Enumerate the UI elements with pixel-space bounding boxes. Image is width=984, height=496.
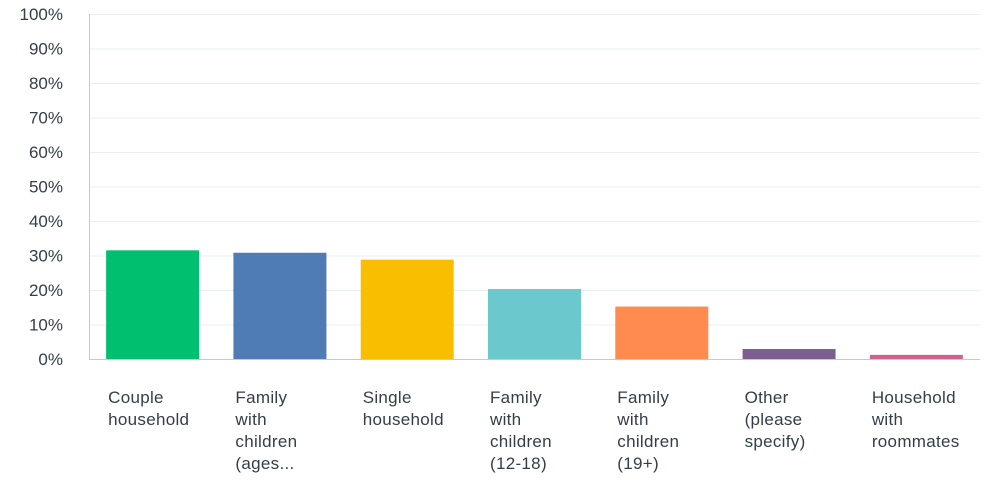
x-category-label-line: children	[490, 432, 552, 451]
x-category-label: Family with children (19+)	[616, 388, 679, 473]
x-category-label-line: Family	[490, 388, 542, 407]
bar[interactable]	[106, 250, 200, 359]
y-axis-tick-labels: 0% 10% 20% 30% 40% 50% 60% 70% 80% 90% 100%	[20, 5, 63, 369]
y-tick-label: 20%	[29, 281, 63, 300]
x-category-label-line: specify)	[745, 432, 806, 451]
bar[interactable]	[360, 259, 454, 359]
x-category-label-line: with	[489, 410, 521, 429]
x-category-label-line: Couple	[108, 388, 164, 407]
y-tick-label: 40%	[29, 212, 63, 231]
y-tick-label: 60%	[29, 143, 63, 162]
y-tick-label: 100%	[20, 5, 63, 24]
x-category-label: Other (please specify)	[745, 388, 806, 451]
x-category-label: Household with roommates	[871, 388, 960, 451]
x-category-label-line: household	[108, 410, 189, 429]
x-category-label-line: household	[363, 410, 444, 429]
bar[interactable]	[742, 348, 836, 359]
x-category-label-line: with	[234, 410, 266, 429]
bar[interactable]	[615, 306, 709, 359]
x-category-label: Family with children (12-18)	[489, 388, 552, 473]
y-tick-label: 10%	[29, 316, 63, 335]
x-category-label-line: children	[617, 432, 679, 451]
x-category-label-line: Single	[363, 388, 412, 407]
x-category-label-line: roommates	[872, 432, 960, 451]
x-category-label-line: children	[235, 432, 297, 451]
x-category-label: Single household	[363, 388, 444, 429]
x-category-label-line: Family	[617, 388, 669, 407]
y-tick-label: 0%	[38, 350, 63, 369]
y-tick-label: 90%	[29, 40, 63, 59]
x-category-label-line: Other	[745, 388, 789, 407]
x-category-label-line: (ages...	[235, 454, 294, 473]
bar[interactable]	[488, 288, 581, 359]
x-category-label-line: (12-18)	[490, 454, 547, 473]
x-category-label-line: (please	[745, 410, 803, 429]
x-category-label: Couple household	[108, 388, 189, 429]
y-tick-label: 30%	[29, 247, 63, 266]
bar[interactable]	[869, 354, 963, 359]
x-axis-category-labels: Couple household Family with children (ages..…	[108, 388, 959, 473]
x-category-label-line: (19+)	[617, 454, 659, 473]
x-category-label: Family with children (ages...	[234, 388, 297, 473]
bar[interactable]	[233, 252, 327, 359]
y-tick-label: 80%	[29, 74, 63, 93]
x-category-label-line: Household	[872, 388, 956, 407]
y-tick-label: 50%	[29, 178, 63, 197]
bars	[106, 250, 963, 359]
y-tick-label: 70%	[29, 109, 63, 128]
x-category-label-line: Family	[235, 388, 287, 407]
x-category-label-line: with	[616, 410, 648, 429]
x-category-label-line: with	[871, 410, 903, 429]
